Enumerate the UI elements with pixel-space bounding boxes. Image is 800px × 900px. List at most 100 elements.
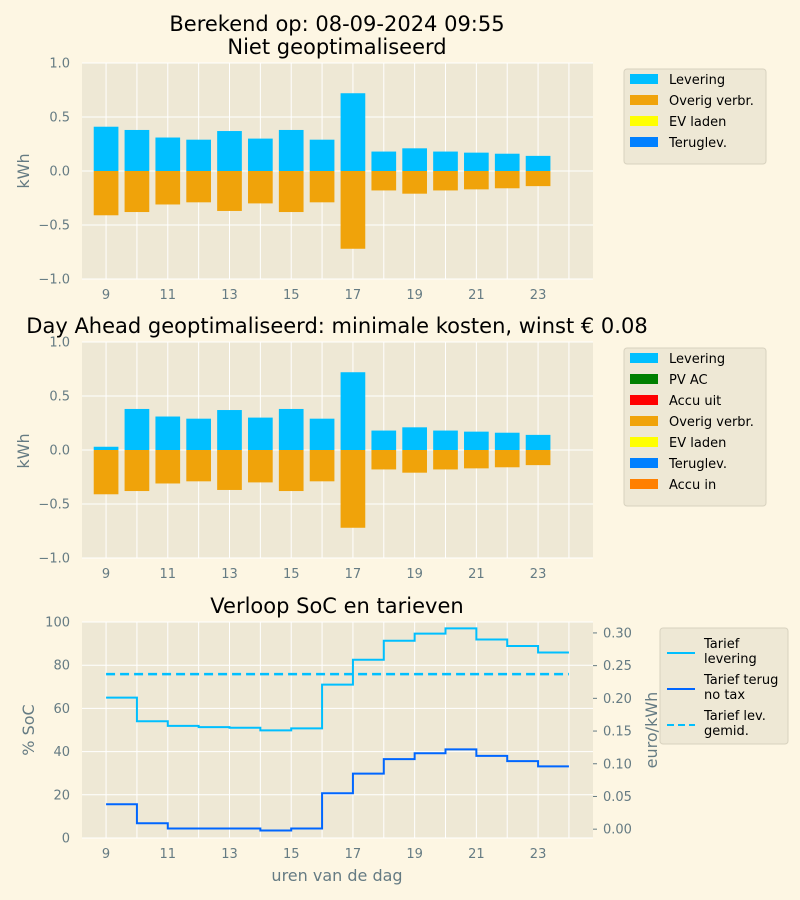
bar-levering bbox=[93, 446, 119, 450]
x-tick-label: 17 bbox=[345, 288, 362, 303]
legend-label: Tarief lev. bbox=[703, 709, 766, 724]
legend-label: PV AC bbox=[669, 373, 708, 388]
legend-label: Levering bbox=[669, 352, 725, 367]
chart2-bars bbox=[93, 372, 551, 528]
x-tick-label: 15 bbox=[283, 288, 300, 303]
chart3-title: Verloop SoC en tarieven bbox=[210, 594, 463, 618]
line-tarief-terug bbox=[106, 748, 569, 832]
bar-overig-verbr bbox=[248, 450, 273, 483]
legend-label: Teruglev. bbox=[668, 457, 727, 472]
y-tick-label: −1.0 bbox=[38, 552, 70, 567]
legend-box bbox=[623, 347, 767, 507]
bar-overig-verbr bbox=[248, 171, 273, 204]
bar-levering bbox=[309, 139, 335, 171]
legend-label: Accu in bbox=[669, 478, 716, 493]
legend-label: Tarief terug bbox=[703, 673, 778, 688]
legend-label: EV laden bbox=[669, 115, 726, 130]
y2-tick-label: 0.25 bbox=[603, 659, 632, 674]
bar-overig-verbr bbox=[464, 171, 489, 190]
bar-levering bbox=[248, 417, 273, 450]
bar-levering bbox=[124, 129, 150, 171]
x-tick-label: 23 bbox=[530, 847, 547, 862]
x-tick-label: 11 bbox=[160, 847, 177, 862]
x-tick-label: 17 bbox=[345, 567, 362, 582]
y2-tick-label: 0.05 bbox=[603, 790, 632, 805]
legend-swatch bbox=[630, 437, 658, 447]
bar-levering bbox=[371, 430, 397, 450]
bar-overig-verbr bbox=[124, 171, 150, 213]
bar-overig-verbr bbox=[340, 450, 366, 528]
bar-overig-verbr bbox=[309, 171, 335, 203]
x-tick-label: 21 bbox=[468, 567, 485, 582]
line-tarief-levering bbox=[106, 627, 569, 732]
y-tick-label: 40 bbox=[53, 745, 70, 760]
x-tick-label: 13 bbox=[221, 847, 238, 862]
bar-overig-verbr bbox=[371, 450, 397, 470]
x-tick-label: 9 bbox=[102, 847, 110, 862]
x-tick-label: 11 bbox=[160, 567, 177, 582]
chart2-title: Day Ahead geoptimaliseerd: minimale kost… bbox=[26, 314, 647, 338]
x-tick-label: 23 bbox=[530, 288, 547, 303]
legend-label: Overig verbr. bbox=[669, 94, 754, 109]
bar-levering bbox=[494, 153, 520, 171]
chart1-y-ticks: 1.0 0.5 0.0 −0.5 −1.0 bbox=[38, 57, 70, 288]
legend-label: Teruglev. bbox=[668, 136, 727, 151]
y-tick-label: 100 bbox=[45, 616, 70, 631]
y-tick-label: −0.5 bbox=[38, 219, 70, 234]
legend-box bbox=[623, 68, 767, 165]
x-tick-label: 17 bbox=[345, 847, 362, 862]
bar-overig-verbr bbox=[494, 171, 520, 189]
bar-overig-verbr bbox=[93, 171, 119, 216]
y-tick-label: −0.5 bbox=[38, 498, 70, 513]
bar-overig-verbr bbox=[155, 171, 181, 205]
y2-tick-label: 0.20 bbox=[603, 692, 632, 707]
bar-levering bbox=[371, 151, 397, 171]
chart-day-ahead: Day Ahead geoptimaliseerd: minimale kost… bbox=[14, 314, 767, 582]
y-tick-label: 0 bbox=[62, 832, 70, 847]
legend-swatch bbox=[630, 458, 658, 468]
chart3-plot-area bbox=[82, 622, 593, 838]
bar-levering bbox=[248, 138, 273, 171]
x-tick-label: 21 bbox=[468, 847, 485, 862]
y-tick-label: −1.0 bbox=[38, 273, 70, 288]
bar-levering bbox=[402, 148, 427, 171]
bar-overig-verbr bbox=[124, 450, 150, 492]
legend-label: EV laden bbox=[669, 436, 726, 451]
x-tick-label: 13 bbox=[221, 288, 238, 303]
chart1-bars bbox=[93, 93, 551, 249]
x-tick-label: 11 bbox=[160, 288, 177, 303]
y-tick-label: 20 bbox=[53, 788, 70, 803]
legend-swatch bbox=[630, 416, 658, 426]
chart2-x-ticks: 9 11 13 15 17 19 21 23 bbox=[102, 567, 546, 582]
y-tick-label: 0.0 bbox=[49, 444, 70, 459]
legend-swatch bbox=[630, 374, 658, 384]
x-tick-label: 13 bbox=[221, 567, 238, 582]
legend-swatch bbox=[630, 116, 658, 126]
y2-tick-label: 0.15 bbox=[603, 725, 632, 740]
x-tick-label: 19 bbox=[406, 567, 423, 582]
legend-swatch bbox=[630, 95, 658, 105]
bar-levering bbox=[340, 372, 366, 450]
bar-overig-verbr bbox=[217, 450, 242, 490]
bar-overig-verbr bbox=[217, 171, 242, 211]
legend-label: Accu uit bbox=[669, 394, 721, 409]
bar-levering bbox=[525, 434, 551, 450]
bar-overig-verbr bbox=[340, 171, 366, 249]
y-tick-label: 0.0 bbox=[49, 165, 70, 180]
chart1-y-label: kWh bbox=[14, 153, 33, 188]
bar-overig-verbr bbox=[278, 450, 304, 492]
legend-label: gemid. bbox=[704, 724, 749, 739]
bar-levering bbox=[217, 410, 242, 450]
bar-overig-verbr bbox=[525, 171, 551, 187]
bar-levering bbox=[402, 427, 427, 450]
legend-swatch bbox=[630, 395, 658, 405]
legend-swatch bbox=[630, 74, 658, 84]
chart2-legend: Levering PV AC Accu uit Overig verbr. EV lad… bbox=[623, 347, 767, 507]
bar-levering bbox=[494, 432, 520, 450]
bar-overig-verbr bbox=[433, 450, 458, 470]
chart1-title-line1: Berekend op: 08-09-2024 09:55 bbox=[169, 12, 504, 36]
y2-tick-label: 0.10 bbox=[603, 757, 632, 772]
bar-levering bbox=[93, 126, 119, 171]
